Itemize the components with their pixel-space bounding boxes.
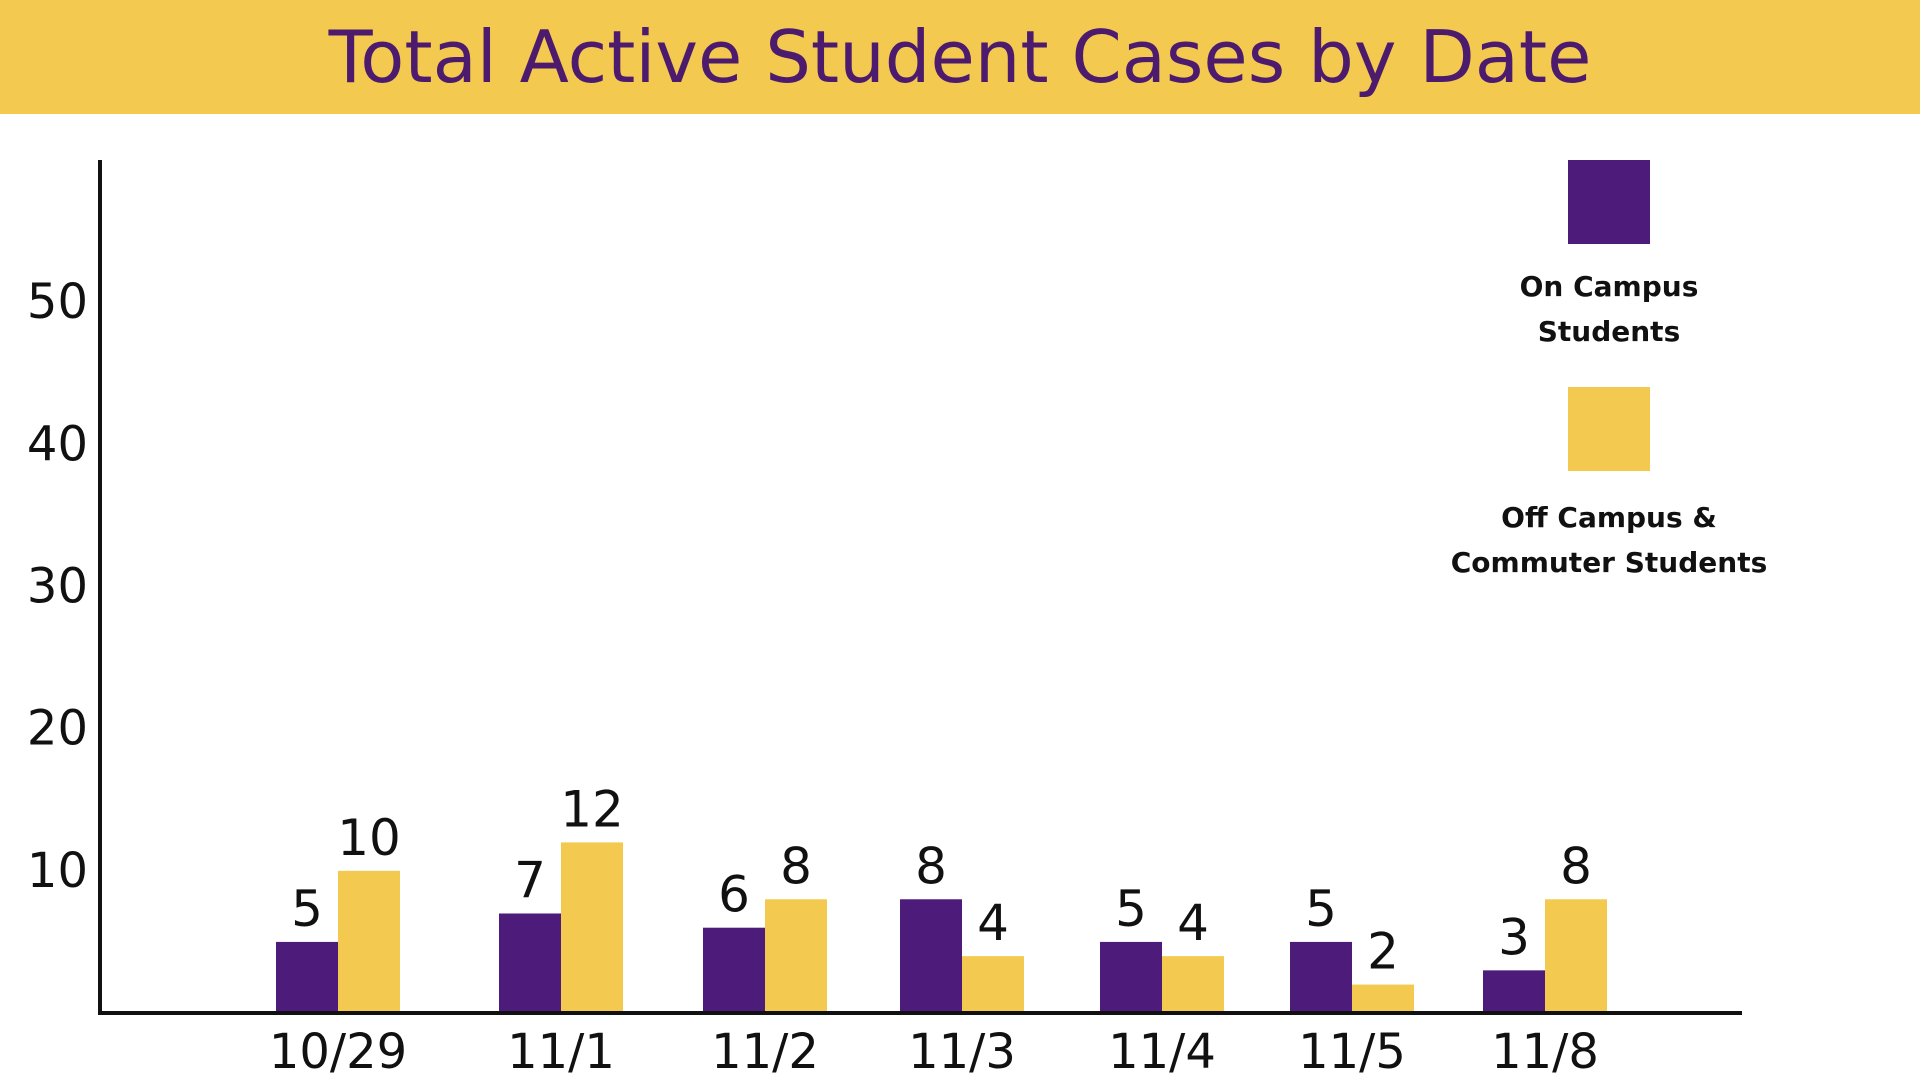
x-category-label: 11/3 [908,1024,1016,1080]
bar-off-campus [561,842,623,1011]
x-category-label: 11/1 [507,1024,615,1080]
x-category-label: 11/8 [1491,1024,1599,1080]
data-label: 6 [718,866,750,924]
x-category-label: 10/29 [269,1024,407,1080]
data-label: 5 [1115,880,1147,938]
bars [276,842,1607,1011]
title-banner: Total Active Student Cases by Date [0,0,1920,114]
data-label: 5 [291,880,323,938]
bar-off-campus [1352,984,1414,1011]
data-label: 4 [1177,894,1209,952]
bar-on-campus [1290,941,1352,1011]
legend-label: Students [1538,315,1681,348]
x-category-label: 11/5 [1298,1024,1406,1080]
data-label: 7 [514,851,546,909]
bar-on-campus [499,913,561,1011]
axes [98,160,1742,1015]
legend-label: Commuter Students [1451,546,1768,579]
data-label: 10 [337,809,401,867]
legend-swatch-on-campus [1568,160,1650,244]
y-tick-label: 10 [27,843,88,899]
y-tick-label: 40 [27,416,88,472]
x-category-label: 11/2 [711,1024,819,1080]
bar-off-campus [338,870,400,1011]
data-label: 8 [780,837,812,895]
y-tick-label: 20 [27,701,88,757]
bar-off-campus [1545,899,1607,1011]
bar-on-campus [900,899,962,1011]
bar-off-campus [1162,956,1224,1011]
data-label: 5 [1305,880,1337,938]
legend-swatch-off-campus [1568,387,1650,471]
y-tick-label: 50 [27,274,88,330]
bar-on-campus [1100,941,1162,1011]
y-tick-label: 30 [27,559,88,615]
data-label: 2 [1367,923,1399,981]
x-category-label: 11/4 [1108,1024,1216,1080]
bar-on-campus [276,941,338,1011]
data-label: 8 [1560,837,1592,895]
bar-on-campus [1483,970,1545,1011]
bar-off-campus [765,899,827,1011]
data-label: 4 [977,894,1009,952]
bar-off-campus [962,956,1024,1011]
data-label: 8 [915,837,947,895]
bar-on-campus [703,927,765,1011]
data-label: 12 [560,780,624,838]
legend-label: On Campus [1520,270,1699,303]
chart-title: Total Active Student Cases by Date [328,15,1592,99]
data-label: 3 [1498,908,1530,966]
legend: On Campus Students Off Campus & Commuter St… [1451,160,1768,579]
legend-label: Off Campus & [1501,501,1717,534]
